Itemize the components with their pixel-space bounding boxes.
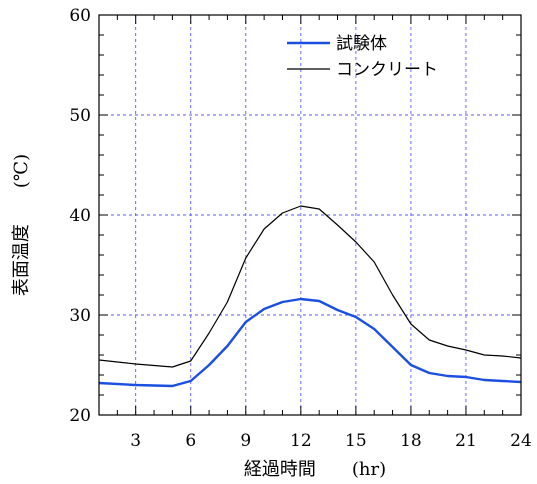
- series-layer: [98, 205, 522, 388]
- x-tick-label: 9: [240, 431, 251, 451]
- x-tick-label: 15: [345, 431, 367, 451]
- series-line-concrete: [98, 205, 522, 368]
- x-tick-label: 12: [290, 431, 312, 451]
- x-tick-label: 21: [455, 431, 477, 451]
- series-line-specimen: [98, 297, 522, 388]
- x-axis-title: 経過時間 (hr): [244, 459, 386, 480]
- y-tick-label: 20: [69, 406, 91, 426]
- y-tick-label: 60: [69, 6, 91, 26]
- x-tick-label: 6: [185, 431, 196, 451]
- legend-label-specimen: 試験体: [336, 34, 387, 54]
- x-tick-labels: 3 6 9 12 15 18 21 24: [130, 431, 532, 451]
- grid-lines: [99, 15, 521, 415]
- legend-label-concrete: コンクリート: [336, 60, 438, 80]
- x-tick-label: 3: [130, 431, 141, 451]
- x-tick-label: 24: [510, 431, 532, 451]
- y-tick-labels: 20 30 40 50 60: [69, 6, 91, 426]
- y-tick-label: 40: [69, 206, 91, 226]
- legend: 試験体 コンクリート: [287, 34, 438, 80]
- y-axis-title: 表面温度 (℃): [11, 154, 32, 296]
- x-tick-label: 18: [400, 431, 422, 451]
- axis-ticks: [98, 14, 522, 416]
- y-tick-label: 50: [69, 106, 91, 126]
- y-tick-label: 30: [69, 306, 91, 326]
